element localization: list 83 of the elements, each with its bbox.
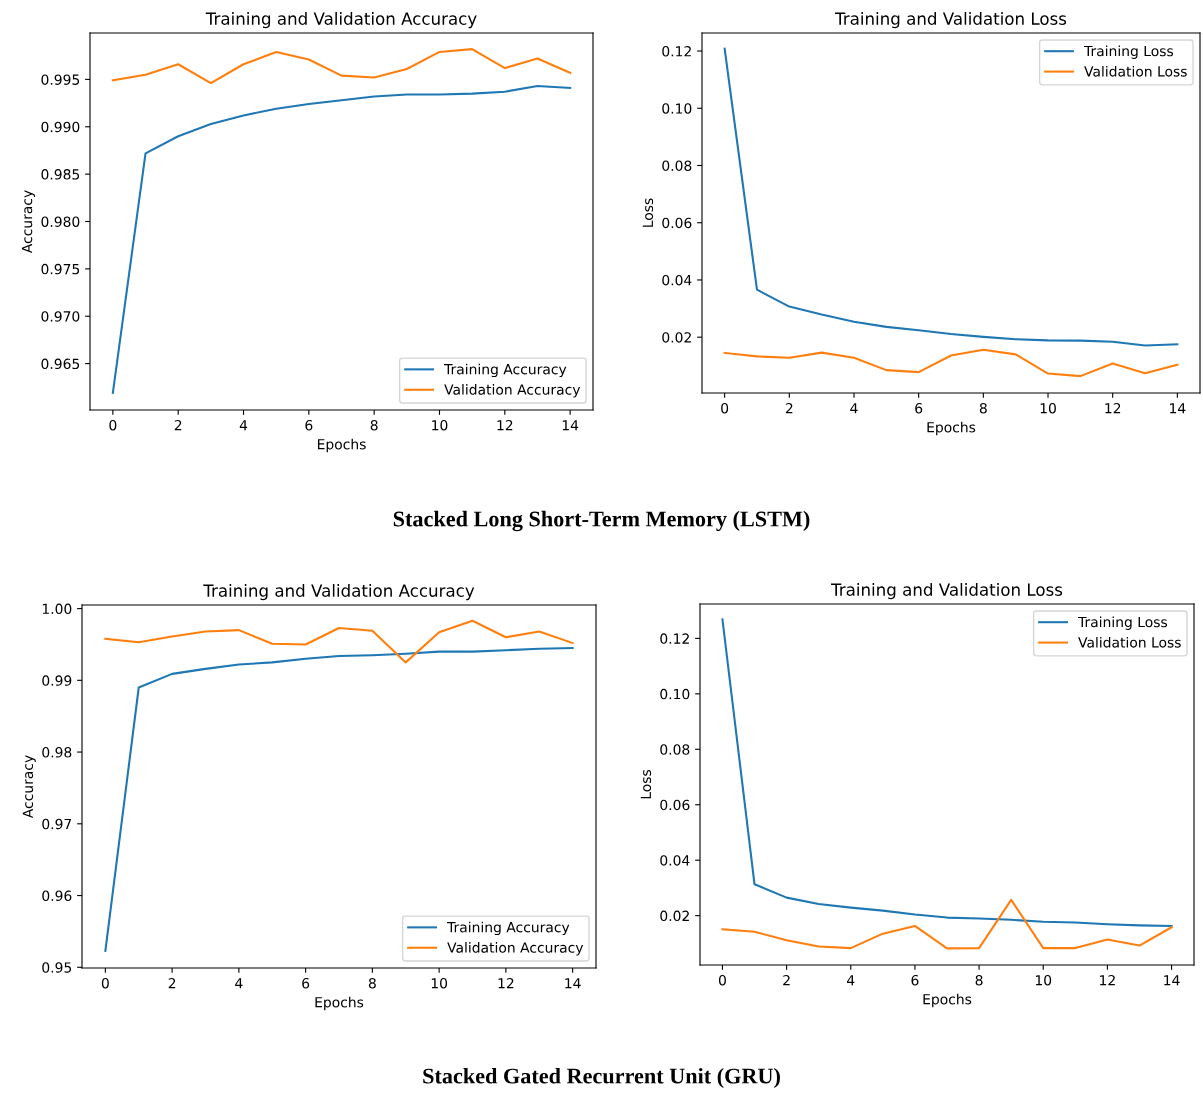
x-tick-label: 14 (562, 420, 579, 431)
x-tick-label: 6 (302, 977, 310, 989)
chart-title: Training and Validation Accuracy (203, 584, 475, 601)
x-tick-label: 4 (239, 420, 248, 431)
x-tick-label: 6 (911, 974, 919, 986)
y-tick-label: 0.10 (660, 688, 690, 700)
x-tick-label: 0 (109, 419, 117, 431)
text: Stacked Gated Recurrent Unit (GRU) (423, 1067, 780, 1089)
x-tick-label: 8 (979, 402, 987, 414)
x-tick-label: 12 (498, 977, 514, 989)
legend-label: Validation Loss (1078, 636, 1181, 648)
text: Stacked Long Short-Term Memory (LSTM) (393, 510, 810, 532)
y-tick-label: 0.12 (660, 633, 689, 644)
y-tick-label: 0.10 (662, 103, 692, 114)
y-tick-label: 0.02 (662, 332, 691, 343)
x-tick-label: 8 (370, 419, 378, 431)
x-tick-label: 10 (1035, 974, 1052, 986)
y-tick-label: 0.12 (662, 46, 691, 57)
x-tick-label: 6 (915, 402, 923, 414)
x-tick-label: 0 (718, 974, 726, 986)
x-tick-label: 12 (497, 419, 513, 431)
y-tick-label: 0.04 (660, 855, 690, 866)
y-tick-label: 0.995 (41, 74, 80, 85)
x-tick-label: 4 (235, 978, 243, 989)
x-tick-label: 8 (975, 974, 983, 986)
y-tick-label: 0.990 (41, 121, 80, 133)
y-tick-label: 0.99 (42, 675, 72, 686)
x-tick-label: 2 (168, 977, 176, 989)
y-tick-label: 0.06 (662, 217, 692, 229)
legend-label: Training Loss (1084, 45, 1174, 59)
y-tick-label: 0.96 (42, 890, 72, 902)
x-axis-title: Epochs (317, 438, 366, 453)
y-tick-label: 0.985 (41, 169, 80, 180)
y-tick-label: 0.08 (662, 160, 692, 171)
y-axis-title: Accuracy (22, 755, 36, 819)
y-tick-label: 0.08 (660, 744, 690, 755)
x-tick-label: 0 (101, 977, 109, 989)
y-tick-label: 0.980 (41, 216, 80, 227)
y-tick-label: 0.97 (42, 818, 72, 830)
x-tick-label: 14 (1164, 975, 1180, 986)
legend-label: Validation Accuracy (447, 942, 584, 956)
x-tick-label: 2 (783, 974, 790, 986)
x-axis-title: Epochs (923, 993, 972, 1008)
y-tick-label: 1.00 (42, 603, 72, 615)
line-series (104, 619, 574, 664)
x-tick-label: 2 (174, 419, 182, 431)
x-axis-title: Epochs (927, 421, 976, 436)
chart-title: Training and Validation Accuracy (205, 12, 477, 29)
y-axis-title: Accuracy (21, 190, 35, 254)
x-tick-label: 14 (1170, 403, 1186, 414)
y-tick-label: 0.970 (41, 311, 80, 322)
legend-label: Validation Loss (1084, 65, 1187, 77)
legend-label: Training Accuracy (444, 363, 567, 378)
y-tick-label: 0.95 (42, 962, 72, 973)
x-tick-label: 10 (1040, 402, 1056, 414)
line-series (723, 348, 1179, 378)
x-tick-label: 10 (432, 419, 448, 431)
x-tick-label: 12 (1100, 974, 1115, 986)
legend-label: Validation Accuracy (444, 384, 581, 398)
line-series (111, 48, 572, 85)
chart-title: Training and Validation Loss (835, 12, 1067, 29)
y-tick-label: 0.02 (660, 910, 689, 922)
y-tick-label: 0.975 (41, 263, 80, 275)
y-tick-label: 0.965 (41, 358, 80, 370)
y-tick-label: 0.04 (662, 274, 692, 286)
x-tick-label: 6 (305, 419, 313, 431)
legend-label: Training Loss (1078, 616, 1168, 630)
x-tick-label: 8 (368, 977, 376, 989)
y-axis-title: Loss (642, 198, 654, 227)
chart-title: Training and Validation Loss (831, 583, 1063, 600)
legend-label: Training Accuracy (447, 921, 570, 936)
x-tick-label: 10 (431, 977, 448, 989)
y-axis-title: Loss (640, 769, 652, 799)
x-tick-label: 4 (850, 403, 858, 414)
x-tick-label: 12 (1105, 402, 1121, 414)
x-tick-label: 14 (565, 978, 581, 989)
y-tick-label: 0.06 (660, 799, 690, 811)
x-tick-label: 2 (785, 402, 793, 414)
y-tick-label: 0.98 (42, 747, 72, 758)
x-tick-label: 0 (721, 402, 729, 414)
x-tick-label: 4 (847, 975, 855, 986)
line-series (721, 898, 1173, 950)
x-axis-title: Epochs (315, 996, 364, 1011)
